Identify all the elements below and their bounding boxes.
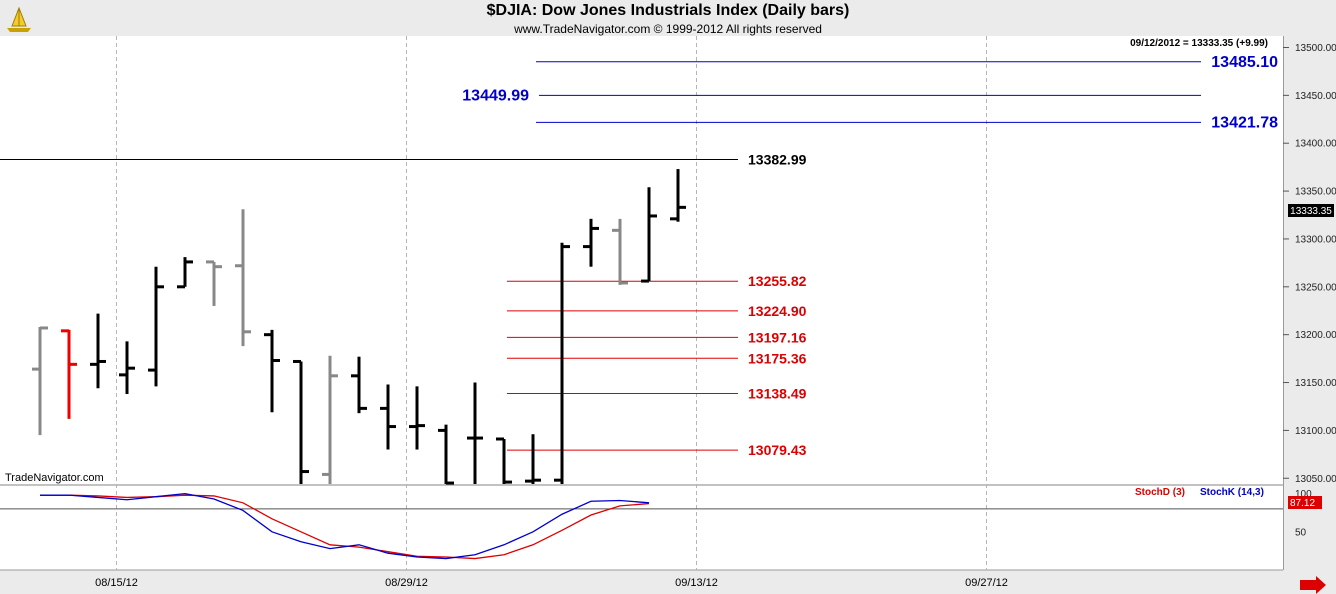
level-label: 13138.49 bbox=[748, 386, 807, 402]
watermark: TradeNavigator.com bbox=[5, 472, 104, 484]
stoch-series-line bbox=[40, 492, 650, 560]
legend-stoch-k: StochK (14,3) bbox=[1200, 487, 1264, 498]
chart-title: $DJIA: Dow Jones Industrials Index (Dail… bbox=[486, 2, 850, 19]
y-tick-label: 13500.00 bbox=[1295, 43, 1336, 54]
y-tick-label: 13100.00 bbox=[1295, 426, 1336, 437]
level-label: 13485.10 bbox=[1211, 54, 1278, 71]
ohlc-bar bbox=[293, 359, 309, 484]
scroll-right-arrow-icon[interactable] bbox=[1300, 576, 1326, 594]
last-price-label: 13333.35 bbox=[1290, 206, 1332, 217]
stoch-series-line bbox=[40, 494, 650, 560]
ohlc-bar bbox=[206, 260, 222, 306]
ohlc-bar bbox=[583, 218, 599, 267]
ohlc-bar bbox=[467, 382, 483, 484]
level-label: 13449.99 bbox=[462, 87, 529, 104]
level-label: 13224.90 bbox=[748, 303, 807, 319]
ohlc-bar bbox=[554, 242, 570, 484]
stoch-last-label: 87.12 bbox=[1290, 498, 1315, 509]
level-label: 13255.82 bbox=[748, 273, 807, 289]
stoch-last-marker bbox=[1288, 496, 1322, 509]
y-tick-label: 13300.00 bbox=[1295, 234, 1336, 245]
x-tick-label: 09/27/12 bbox=[965, 577, 1008, 589]
ohlc-bar bbox=[496, 437, 512, 484]
y-tick-label: 13450.00 bbox=[1295, 91, 1336, 102]
legend-stoch-d: StochD (3) bbox=[1135, 487, 1185, 498]
stochastic-panel bbox=[0, 486, 1283, 570]
copyright-subtitle: www.TradeNavigator.com © 1999-2012 All r… bbox=[514, 22, 822, 36]
x-tick-label: 09/13/12 bbox=[675, 577, 718, 589]
last-price-marker bbox=[1288, 204, 1334, 217]
ohlc-bar bbox=[409, 386, 425, 450]
ohlc-bar bbox=[612, 218, 628, 285]
y-tick-label: 13050.00 bbox=[1295, 474, 1336, 485]
ohlc-bar bbox=[119, 341, 135, 395]
level-label: 13079.43 bbox=[748, 442, 807, 458]
ohlc-bar bbox=[525, 434, 541, 484]
ohlc-bar bbox=[670, 169, 686, 222]
y-tick-label: 13250.00 bbox=[1295, 282, 1336, 293]
x-tick-label: 08/15/12 bbox=[95, 577, 138, 589]
y-tick-label: 13400.00 bbox=[1295, 139, 1336, 150]
ohlc-bar bbox=[438, 424, 454, 485]
stoch-tick-label: 100 bbox=[1295, 489, 1312, 500]
level-label: 13197.16 bbox=[748, 329, 807, 345]
x-tick-label: 08/29/12 bbox=[385, 577, 428, 589]
y-tick-label: 13200.00 bbox=[1295, 330, 1336, 341]
ohlc-bar bbox=[351, 356, 367, 414]
level-label: 13175.36 bbox=[748, 350, 807, 366]
ohlc-bar bbox=[264, 329, 280, 413]
ohlc-bar bbox=[32, 326, 48, 436]
ohlc-bar bbox=[148, 266, 164, 387]
level-label: 13382.99 bbox=[748, 151, 807, 167]
stoch-tick-label: 50 bbox=[1295, 527, 1307, 538]
ohlc-bar bbox=[90, 313, 106, 389]
y-tick-label: 13150.00 bbox=[1295, 378, 1336, 389]
ohlc-bar bbox=[177, 257, 193, 289]
level-label: 13421.78 bbox=[1211, 114, 1278, 131]
last-price-readout: 09/12/2012 = 13333.35 (+9.99) bbox=[1130, 38, 1268, 49]
ohlc-bar bbox=[322, 355, 338, 484]
ohlc-bar bbox=[380, 384, 396, 450]
y-tick-label: 13350.00 bbox=[1295, 187, 1336, 198]
ohlc-bar bbox=[61, 329, 77, 419]
trade-navigator-logo bbox=[4, 4, 34, 34]
price-panel bbox=[0, 36, 1283, 484]
ohlc-bar bbox=[235, 209, 251, 347]
ohlc-bar bbox=[641, 187, 657, 283]
